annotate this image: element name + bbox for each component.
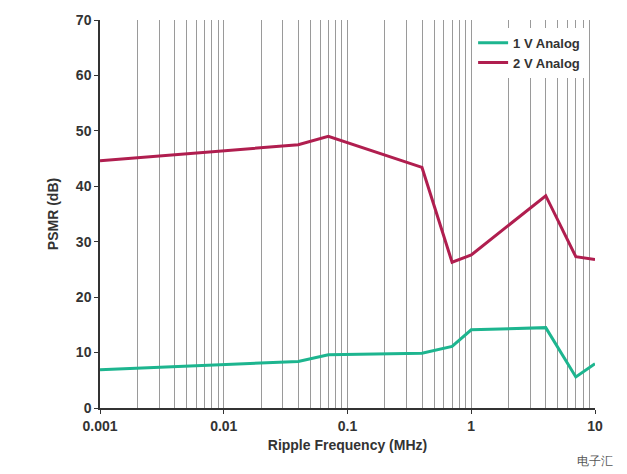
svg-text:10: 10 — [587, 418, 603, 434]
svg-text:2 V Analog: 2 V Analog — [513, 56, 580, 71]
svg-text:0.01: 0.01 — [210, 418, 237, 434]
svg-text:50: 50 — [76, 123, 92, 139]
svg-text:20: 20 — [76, 289, 92, 305]
svg-text:1: 1 — [467, 418, 475, 434]
svg-text:0.1: 0.1 — [338, 418, 358, 434]
svg-text:60: 60 — [76, 67, 92, 83]
svg-text:10: 10 — [76, 344, 92, 360]
svg-text:电子汇: 电子汇 — [577, 454, 613, 468]
svg-text:0: 0 — [84, 400, 92, 416]
svg-text:PSMR (dB): PSMR (dB) — [45, 178, 61, 250]
svg-text:1 V Analog: 1 V Analog — [513, 36, 580, 51]
svg-text:Ripple Frequency (MHz): Ripple Frequency (MHz) — [268, 437, 427, 453]
svg-text:70: 70 — [76, 12, 92, 28]
svg-text:0.001: 0.001 — [82, 418, 117, 434]
svg-text:40: 40 — [76, 178, 92, 194]
svg-text:30: 30 — [76, 234, 92, 250]
